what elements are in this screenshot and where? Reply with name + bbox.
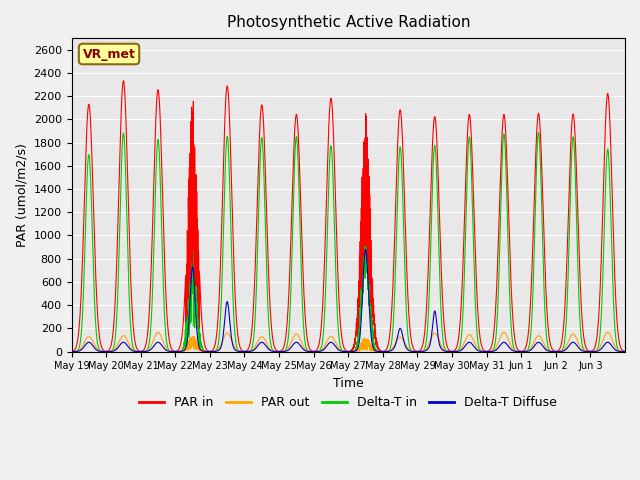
- Y-axis label: PAR (umol/m2/s): PAR (umol/m2/s): [15, 143, 28, 247]
- Legend: PAR in, PAR out, Delta-T in, Delta-T Diffuse: PAR in, PAR out, Delta-T in, Delta-T Dif…: [134, 391, 563, 414]
- Text: VR_met: VR_met: [83, 48, 136, 60]
- X-axis label: Time: Time: [333, 377, 364, 390]
- Title: Photosynthetic Active Radiation: Photosynthetic Active Radiation: [227, 15, 470, 30]
